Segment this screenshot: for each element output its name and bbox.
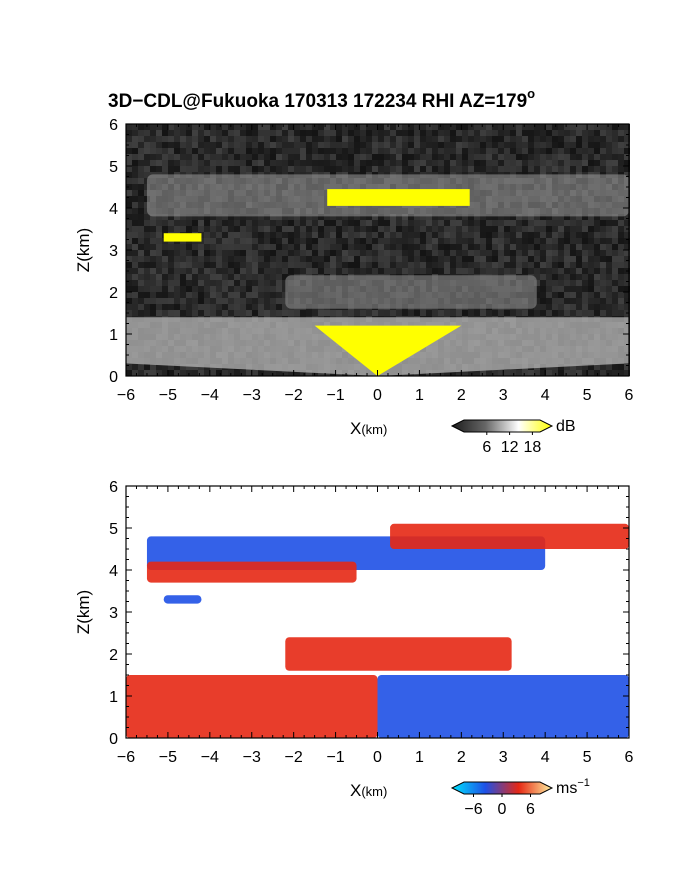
x-tick-label: −3 bbox=[243, 387, 261, 404]
y-tick-label: 2 bbox=[109, 647, 118, 664]
colorbar-tick: 6 bbox=[526, 801, 535, 818]
x-tick-label: −1 bbox=[326, 387, 344, 404]
velocity-ylabel: Z(km) bbox=[74, 590, 93, 634]
x-tick-label: 2 bbox=[457, 387, 466, 404]
x-tick-label: −1 bbox=[326, 749, 344, 766]
echo-feature bbox=[163, 233, 202, 242]
x-tick-label: −5 bbox=[159, 749, 177, 766]
colorbar-tick: 12 bbox=[501, 439, 519, 456]
echo-saturated-core bbox=[327, 189, 470, 206]
y-tick-label: 0 bbox=[109, 369, 118, 386]
y-tick-label: 4 bbox=[109, 201, 118, 218]
x-tick-label: −6 bbox=[117, 387, 135, 404]
y-tick-label: 0 bbox=[109, 731, 118, 748]
x-tick-label: 0 bbox=[373, 749, 382, 766]
y-tick-label: 5 bbox=[109, 159, 118, 176]
echo-saturated-core bbox=[314, 325, 462, 376]
x-tick-label: 6 bbox=[625, 749, 634, 766]
x-tick-label: 5 bbox=[583, 749, 592, 766]
colorbar-label: ms−1 bbox=[556, 777, 590, 797]
velocity-feature bbox=[126, 675, 378, 738]
y-tick-label: 1 bbox=[109, 689, 118, 706]
velocity-panel: −6 −5 −4 −3 −2 −1 0 1 2 3 4 5 6 0 1 2 3 4 5 6 X(km) Z(km) −… bbox=[74, 479, 634, 818]
velocity-feature bbox=[285, 637, 512, 671]
y-tick-label: 2 bbox=[109, 285, 118, 302]
x-tick-label: 5 bbox=[583, 387, 592, 404]
reflectivity-ylabel: Z(km) bbox=[74, 228, 93, 272]
chart-title: 3D−CDL@Fukuoka 170313 172234 RHI AZ=179o bbox=[108, 86, 535, 112]
reflectivity-echo-features bbox=[126, 174, 630, 376]
velocity-feature bbox=[377, 675, 629, 738]
x-tick-label: 1 bbox=[415, 387, 424, 404]
colorbar-tick: 18 bbox=[524, 439, 542, 456]
velocity-feature bbox=[146, 561, 357, 583]
x-tick-label: 4 bbox=[541, 387, 550, 404]
x-tick-label: −3 bbox=[243, 749, 261, 766]
y-tick-label: 4 bbox=[109, 563, 118, 580]
velocity-feature bbox=[390, 523, 629, 549]
y-tick-label: 1 bbox=[109, 327, 118, 344]
y-tick-label: 6 bbox=[109, 479, 118, 496]
x-tick-label: 6 bbox=[625, 387, 634, 404]
velocity-feature bbox=[163, 595, 202, 604]
y-tick-label: 3 bbox=[109, 605, 118, 622]
echo-feature bbox=[285, 275, 537, 309]
velocity-colorbar: −6 0 6 ms−1 bbox=[450, 777, 590, 818]
colorbar-label: dB bbox=[556, 418, 576, 435]
velocity-xlabel: X(km) bbox=[350, 781, 387, 800]
velocity-echo-features bbox=[126, 523, 629, 738]
x-tick-label: 4 bbox=[541, 749, 550, 766]
colorbar-tick: 6 bbox=[482, 439, 491, 456]
reflectivity-axes: −6 −5 −4 −3 −2 −1 0 1 2 3 4 5 6 0 1 2 3 4 5 6 bbox=[109, 117, 633, 404]
x-tick-label: −2 bbox=[285, 387, 303, 404]
x-tick-label: −2 bbox=[285, 749, 303, 766]
velocity-axes: −6 −5 −4 −3 −2 −1 0 1 2 3 4 5 6 0 1 2 3 4 5 6 bbox=[109, 479, 633, 766]
x-tick-label: 3 bbox=[499, 387, 508, 404]
y-tick-label: 6 bbox=[109, 117, 118, 134]
y-tick-label: 5 bbox=[109, 521, 118, 538]
colorbar-tick: −6 bbox=[464, 801, 482, 818]
x-tick-label: −4 bbox=[201, 387, 219, 404]
x-tick-label: −5 bbox=[159, 387, 177, 404]
x-tick-label: 3 bbox=[499, 749, 508, 766]
x-tick-label: −6 bbox=[117, 749, 135, 766]
y-tick-label: 3 bbox=[109, 243, 118, 260]
x-tick-label: 0 bbox=[373, 387, 382, 404]
colorbar-tick: 0 bbox=[498, 801, 507, 818]
x-tick-label: 1 bbox=[415, 749, 424, 766]
reflectivity-colorbar: 6 12 18 dB bbox=[450, 418, 576, 456]
x-tick-label: 2 bbox=[457, 749, 466, 766]
reflectivity-xlabel: X(km) bbox=[350, 419, 387, 438]
x-tick-label: −4 bbox=[201, 749, 219, 766]
